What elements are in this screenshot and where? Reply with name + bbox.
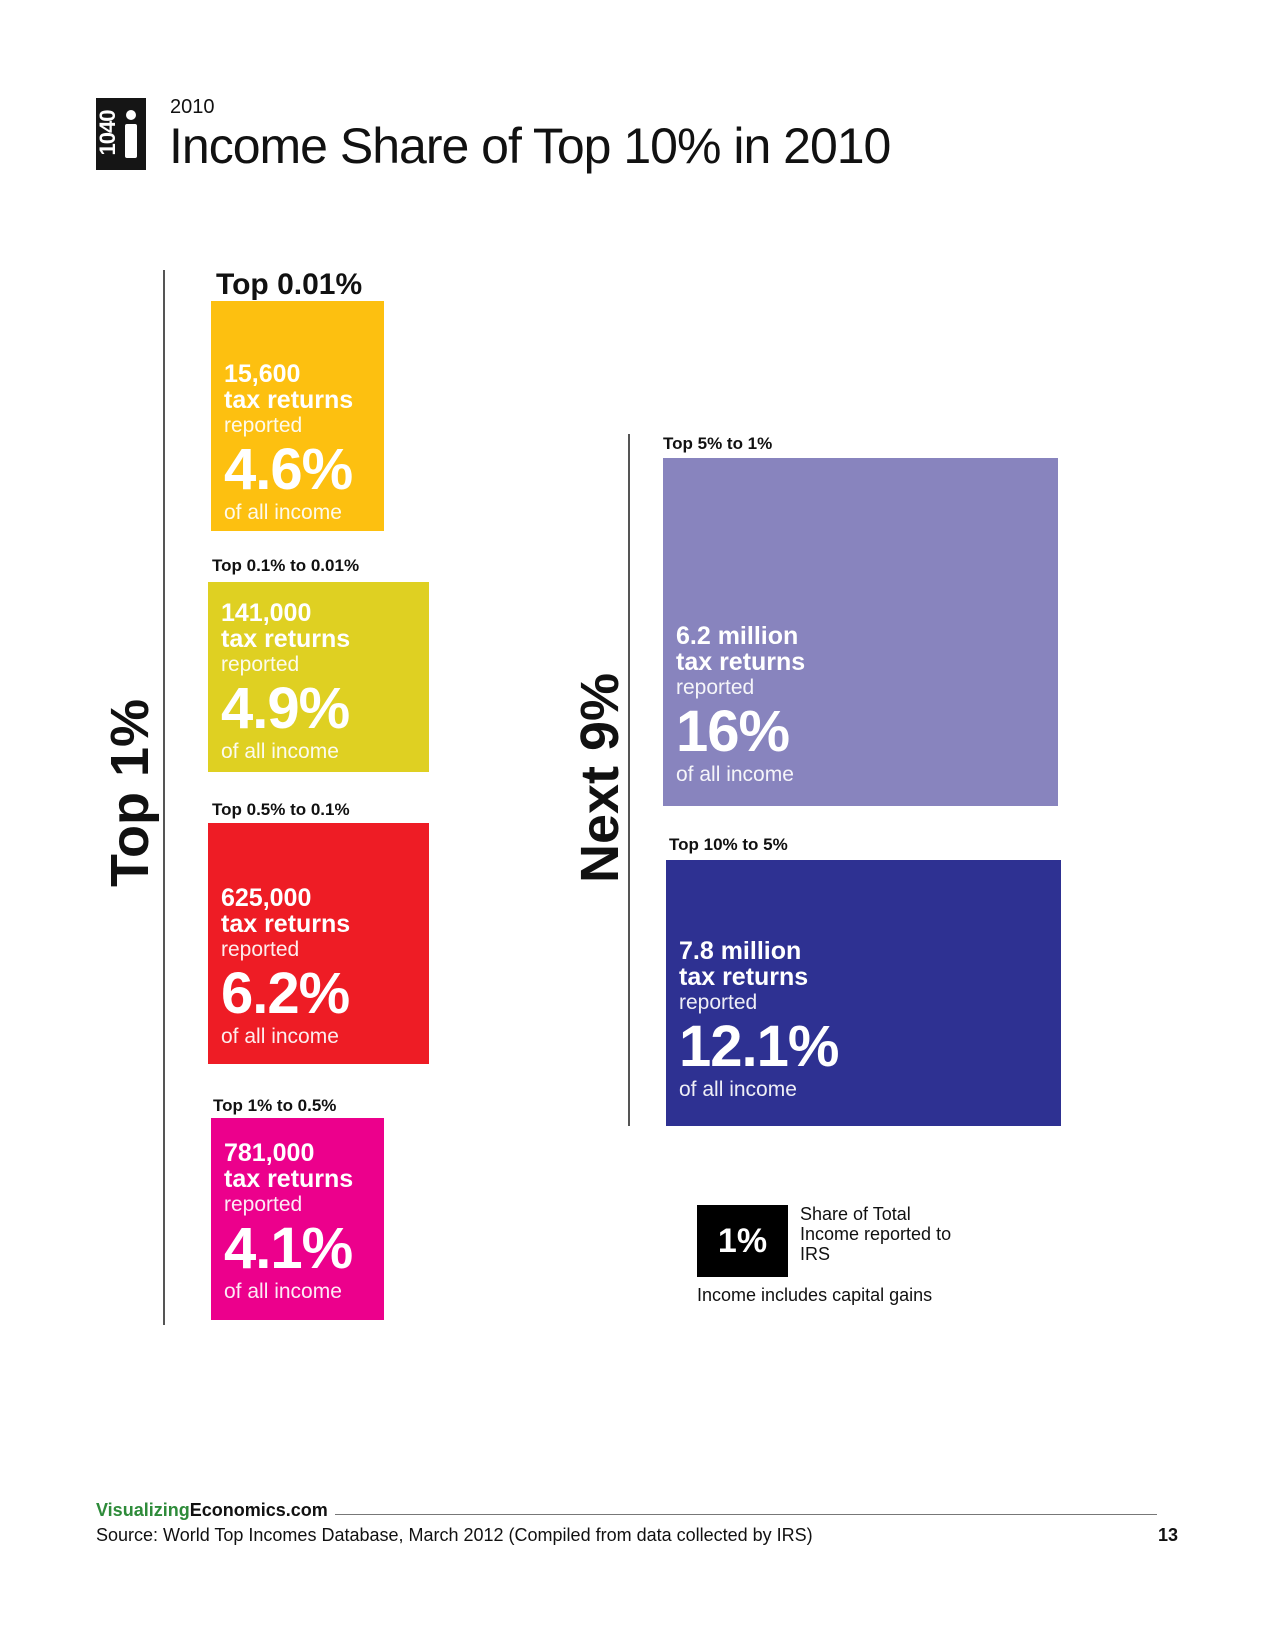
site-name[interactable]: VisualizingEconomics.com	[96, 1500, 328, 1521]
subtitle-year: 2010	[170, 96, 215, 118]
tax-returns-label: tax returns	[224, 386, 354, 414]
legend-swatch: 1%	[697, 1205, 788, 1277]
of-all-income-label: of all income	[679, 1078, 797, 1101]
logo-text: 1040	[95, 110, 120, 156]
segment-text: 7.8 million tax returns reported 12.1% of al…	[679, 937, 839, 1102]
tax-returns-label: tax returns	[221, 910, 351, 938]
income-share-value: 16%	[676, 699, 790, 764]
income-share-value: 4.1%	[224, 1216, 353, 1281]
of-all-income-label: of all income	[224, 1280, 342, 1303]
next9-group-line	[628, 434, 630, 1126]
of-all-income-label: of all income	[676, 763, 794, 786]
segment-label-top-5-to-1: Top 5% to 1%	[663, 434, 773, 453]
segment-block-top-0-01: 15,600 tax returns reported 4.6% of all inco…	[211, 301, 384, 531]
segment-label-top-0-01: Top 0.01%	[216, 268, 363, 301]
income-share-value: 4.9%	[221, 676, 350, 741]
segment-block-top-5-to-1: 6.2 million tax returns reported 16% of all …	[663, 458, 1058, 806]
tax-return-count: 6.2 million	[676, 622, 799, 650]
top1-group-label: Top 1%	[100, 699, 160, 887]
of-all-income-label: of all income	[224, 501, 342, 524]
income-share-value: 6.2%	[221, 961, 350, 1026]
top1-group-line	[163, 270, 165, 1325]
logo-figure-body	[125, 124, 137, 158]
tax-return-count: 7.8 million	[679, 937, 802, 965]
tax-return-count: 141,000	[221, 599, 312, 627]
reported-label: reported	[221, 653, 300, 676]
segment-text: 781,000 tax returns reported 4.1% of all inc…	[224, 1140, 353, 1304]
tax-return-count: 625,000	[221, 884, 312, 912]
reported-label: reported	[679, 991, 758, 1014]
capital-gains-note: Income includes capital gains	[697, 1285, 933, 1305]
of-all-income-label: of all income	[221, 1025, 339, 1048]
segment-block-top-10-to-5: 7.8 million tax returns reported 12.1% of al…	[666, 860, 1061, 1126]
segment-text: 15,600 tax returns reported 4.6% of all inco…	[224, 361, 353, 525]
of-all-income-label: of all income	[221, 740, 339, 763]
segment-text: 141,000 tax returns reported 4.9% of all inc…	[221, 600, 350, 764]
reported-label: reported	[224, 414, 303, 437]
tax-returns-label: tax returns	[676, 648, 806, 676]
legend-description: Share of Total Income reported to IRS	[800, 1204, 952, 1264]
form-1040-logo-icon: 1040	[95, 98, 146, 170]
tax-return-count: 781,000	[224, 1139, 315, 1167]
segment-label-top-0-1-to-0-01: Top 0.1% to 0.01%	[212, 556, 360, 575]
logo-figure-head	[126, 110, 136, 120]
reported-label: reported	[676, 676, 755, 699]
segment-text: 625,000 tax returns reported 6.2% of all inc…	[221, 885, 350, 1049]
page-title: Income Share of Top 10% in 2010	[169, 118, 891, 174]
segment-block-top-1-to-0-5: 781,000 tax returns reported 4.1% of all inc…	[211, 1118, 384, 1320]
tax-returns-label: tax returns	[221, 625, 351, 653]
tax-return-count: 15,600	[224, 360, 301, 388]
segment-label-top-10-to-5: Top 10% to 5%	[669, 835, 788, 854]
source-note: Source: World Top Incomes Database, Marc…	[96, 1525, 813, 1545]
next9-group-label: Next 9%	[570, 672, 630, 884]
reported-label: reported	[224, 1193, 303, 1216]
reported-label: reported	[221, 938, 300, 961]
income-share-value: 4.6%	[224, 437, 353, 502]
segment-block-top-0-5-to-0-1: 625,000 tax returns reported 6.2% of all inc…	[208, 823, 429, 1064]
segment-text: 6.2 million tax returns reported 16% of all …	[676, 623, 805, 787]
tax-returns-label: tax returns	[224, 1165, 354, 1193]
footer-divider	[335, 1514, 1157, 1515]
segment-block-top-0-1-to-0-01: 141,000 tax returns reported 4.9% of all inc…	[208, 582, 429, 772]
page-number: 13	[1158, 1525, 1179, 1545]
site-name-green: Visualizing	[96, 1500, 190, 1520]
income-share-value: 12.1%	[679, 1014, 839, 1079]
segment-label-top-1-to-0-5: Top 1% to 0.5%	[213, 1096, 337, 1115]
tax-returns-label: tax returns	[679, 963, 809, 991]
segment-label-top-0-5-to-0-1: Top 0.5% to 0.1%	[212, 800, 350, 819]
site-name-rest: Economics.com	[189, 1500, 328, 1520]
